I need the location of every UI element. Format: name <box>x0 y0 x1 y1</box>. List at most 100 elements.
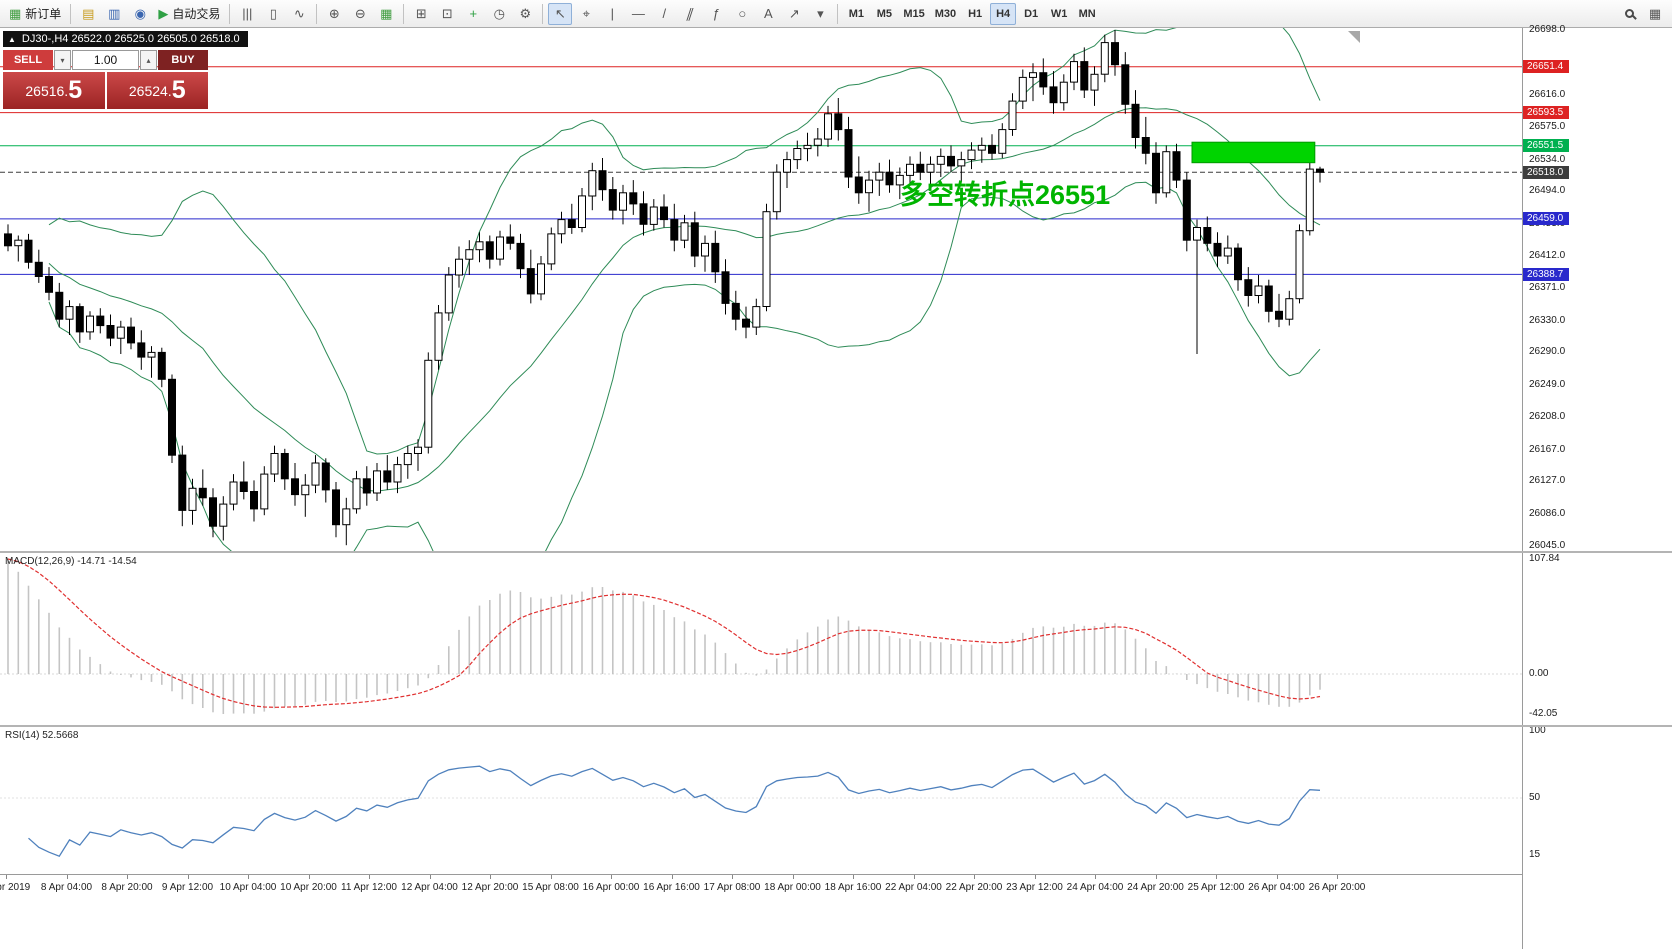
shapes-button[interactable]: ○ <box>730 3 754 25</box>
crosshair-button[interactable]: ⌖ <box>574 3 598 25</box>
channel-button[interactable]: ∥ <box>678 3 702 25</box>
time-axis-label: 26 Apr 20:00 <box>1308 882 1366 893</box>
timeframe-h4-button[interactable]: H4 <box>990 2 1017 25</box>
timeframe-w1-button[interactable]: W1 <box>1050 7 1068 20</box>
time-tick <box>187 875 189 879</box>
buy-price-button[interactable]: 26524. 5 <box>106 72 208 109</box>
price-axis-label: 26208.0 <box>1529 411 1566 422</box>
tile-windows-button[interactable]: ⊞ <box>409 3 433 25</box>
market-watch-button[interactable]: ▥ <box>102 3 126 25</box>
sell-price-button[interactable]: 26516. 5 <box>3 72 105 109</box>
arrows-icon: ↗ <box>788 6 800 21</box>
rsi-panel-svg[interactable] <box>0 726 1522 874</box>
timeframe-d1-button[interactable]: D1 <box>1024 7 1039 20</box>
volume-input[interactable] <box>72 50 139 70</box>
time-tick <box>308 875 310 879</box>
candlestick-button[interactable]: ▯ <box>261 3 285 25</box>
price-tag-26388.7: 26388.7 <box>1523 268 1569 281</box>
vertical-line-button[interactable]: | <box>600 3 624 25</box>
green-zone-rect[interactable] <box>1191 141 1316 164</box>
horizontal-line-button[interactable]: — <box>626 3 650 25</box>
periods-button[interactable]: ◷ <box>487 3 511 25</box>
price-axis-label: 26167.0 <box>1529 444 1566 455</box>
zoom-out-button[interactable]: ⊖ <box>348 3 372 25</box>
macd-panel-svg[interactable] <box>0 552 1522 726</box>
market-watch-icon: ▥ <box>108 6 121 21</box>
line-chart-button[interactable]: ∿ <box>287 3 311 25</box>
time-tick <box>792 875 794 879</box>
chart-area: 多空转折点26551 ▲ DJ30-,H4 26522.0 26525.0 26… <box>0 24 1672 949</box>
rsi-line <box>28 765 1321 858</box>
quick-grid-button[interactable]: ▦ <box>1643 3 1667 25</box>
cursor-button[interactable]: ↖ <box>548 2 573 25</box>
price-tag-26651.4: 26651.4 <box>1523 60 1569 73</box>
main-chart-svg[interactable]: 多空转折点26551 <box>0 28 1522 552</box>
cascade-windows-button[interactable]: ⊡ <box>435 3 459 25</box>
price-scale[interactable]: 26698.026616.026575.026534.026494.026453… <box>1522 24 1672 949</box>
timeframe-mn-button[interactable]: MN <box>1078 7 1096 20</box>
symbol-marker-icon: ▲ <box>8 34 16 44</box>
plot-region: 多空转折点26551 ▲ DJ30-,H4 26522.0 26525.0 26… <box>0 28 1522 949</box>
more-tools-button[interactable]: ▾ <box>808 3 832 25</box>
text-button[interactable]: A <box>756 3 780 25</box>
buy-button[interactable]: BUY <box>158 50 208 70</box>
time-axis-label: 8 Apr 20:00 <box>101 882 153 893</box>
annotation-text: 多空转折点26551 <box>900 179 1110 210</box>
line-chart-icon: ∿ <box>293 6 305 21</box>
timeframe-m5-button[interactable]: M5 <box>876 7 892 20</box>
shapes-icon: ○ <box>738 6 747 21</box>
time-tick <box>369 875 370 879</box>
panel-divider-macd[interactable] <box>0 551 1672 553</box>
time-axis-label: 16 Apr 16:00 <box>643 882 700 893</box>
time-axis-label: 25 Apr 12:00 <box>1187 882 1245 893</box>
macd-histogram <box>7 559 1321 714</box>
buy-price-small: 26524. <box>128 82 172 99</box>
tile-windows-icon: ⊞ <box>415 6 427 21</box>
time-tick <box>1155 875 1157 879</box>
time-axis[interactable]: 5 Apr 2019 8 Apr 04:00 8 Apr 20:00 9 Apr 12… <box>0 874 1522 900</box>
sell-button[interactable]: SELL <box>3 50 53 70</box>
channel-icon: ∥ <box>684 6 697 21</box>
profiles-button[interactable]: ▤ <box>76 3 100 25</box>
time-tick <box>127 875 128 879</box>
time-axis-label: 10 Apr 20:00 <box>280 882 337 893</box>
time-axis-label: 23 Apr 12:00 <box>1006 882 1063 893</box>
zoom-out-icon: ⊖ <box>354 6 366 21</box>
volume-down-button[interactable]: ▾ <box>54 50 71 70</box>
fibonacci-button[interactable]: ƒ <box>704 3 728 25</box>
zoom-in-button[interactable]: ⊕ <box>322 3 346 25</box>
grid-button[interactable]: ▦ <box>374 3 398 25</box>
time-tick <box>671 875 673 879</box>
quick-grid-icon: ▦ <box>1648 6 1662 21</box>
panel-divider-rsi[interactable] <box>0 725 1672 727</box>
navigator-button[interactable]: ◉ <box>128 3 152 25</box>
volume-up-button[interactable]: ▴ <box>140 50 157 70</box>
new-order-button[interactable]: ▦ 新订单 <box>5 3 65 25</box>
rsi-indicator-label: RSI(14) 52.5668 <box>5 730 79 741</box>
sell-price-big: 5 <box>68 76 83 104</box>
bar-chart-icon: ||| <box>242 6 253 21</box>
timeframe-m1-button[interactable]: M1 <box>848 7 864 20</box>
indicators-button[interactable]: + <box>461 3 485 25</box>
timeframe-m30-button[interactable]: M30 <box>934 7 957 20</box>
chart-settings-button[interactable]: ⚙ <box>513 3 537 25</box>
symbol-ohlc-label: ▲ DJ30-,H4 26522.0 26525.0 26505.0 26518… <box>3 31 248 47</box>
autotrade-button[interactable]: ▶ 自动交易 <box>154 3 224 25</box>
toolbar-separator <box>229 3 231 24</box>
price-axis-label: 26616.0 <box>1529 89 1566 100</box>
price-tag-26551.5: 26551.5 <box>1523 139 1569 152</box>
arrows-button[interactable]: ↗ <box>782 3 806 25</box>
bar-chart-button[interactable]: ||| <box>235 3 259 25</box>
timeframe-h1-button[interactable]: H1 <box>968 7 983 20</box>
periods-icon: ◷ <box>493 6 505 21</box>
time-tick <box>974 875 975 879</box>
one-click-trade-panel: SELL ▾ ▴ BUY 26516.5 26524.5 <box>3 50 208 109</box>
vertical-line-icon: | <box>610 6 615 21</box>
trendline-button[interactable]: / <box>652 3 676 25</box>
timeframe-m15-button[interactable]: M15 <box>903 7 925 20</box>
search-button[interactable] <box>1617 3 1641 25</box>
horizontal-levels <box>0 66 1522 275</box>
time-tick <box>913 875 915 879</box>
candlestick-icon: ▯ <box>269 6 277 21</box>
